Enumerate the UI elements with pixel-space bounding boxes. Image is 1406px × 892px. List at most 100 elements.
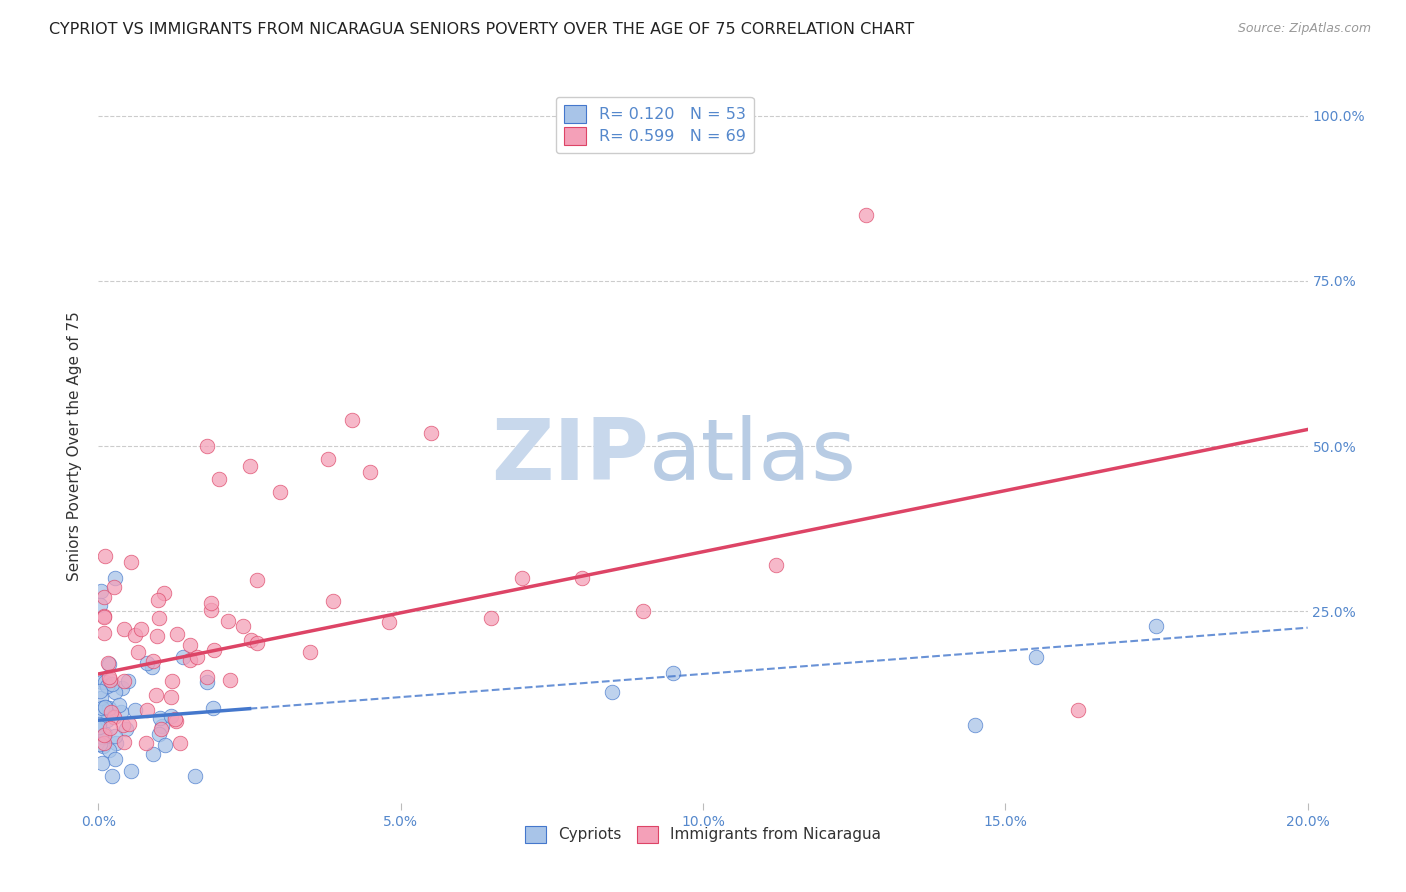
- Point: [104, 752, 127, 766]
- Point: [200, 596, 222, 610]
- Point: [148, 611, 170, 625]
- Point: [195, 675, 218, 690]
- Point: [153, 586, 176, 600]
- Point: [91, 730, 114, 744]
- Point: [322, 594, 344, 608]
- Point: [93, 675, 115, 690]
- Point: [965, 718, 987, 732]
- Point: [104, 737, 127, 751]
- Point: [129, 622, 152, 636]
- Point: [342, 412, 364, 426]
- Point: [97, 657, 120, 671]
- Point: [90, 756, 112, 771]
- Point: [93, 610, 115, 624]
- Point: [160, 690, 183, 704]
- Point: [97, 670, 120, 684]
- Point: [100, 705, 122, 719]
- Point: [93, 591, 115, 605]
- Text: ZIP: ZIP: [491, 415, 648, 499]
- Legend: Cypriots, Immigrants from Nicaragua: Cypriots, Immigrants from Nicaragua: [519, 820, 887, 848]
- Point: [149, 722, 172, 736]
- Point: [104, 730, 127, 744]
- Point: [89, 598, 111, 612]
- Text: Source: ZipAtlas.com: Source: ZipAtlas.com: [1237, 22, 1371, 36]
- Point: [135, 656, 157, 670]
- Point: [765, 558, 787, 572]
- Point: [97, 700, 120, 714]
- Point: [145, 688, 167, 702]
- Point: [141, 660, 163, 674]
- Point: [115, 723, 138, 737]
- Point: [98, 673, 121, 687]
- Point: [94, 699, 117, 714]
- Point: [93, 727, 115, 741]
- Text: CYPRIOT VS IMMIGRANTS FROM NICARAGUA SENIORS POVERTY OVER THE AGE OF 75 CORRELAT: CYPRIOT VS IMMIGRANTS FROM NICARAGUA SEN…: [49, 22, 914, 37]
- Point: [855, 208, 877, 222]
- Point: [246, 636, 269, 650]
- Point: [94, 700, 117, 714]
- Point: [124, 703, 146, 717]
- Point: [120, 555, 142, 569]
- Point: [142, 654, 165, 668]
- Point: [165, 712, 187, 726]
- Point: [195, 439, 218, 453]
- Point: [510, 571, 533, 585]
- Point: [112, 622, 135, 636]
- Point: [117, 674, 139, 689]
- Point: [1144, 619, 1167, 633]
- Point: [148, 592, 170, 607]
- Point: [96, 679, 118, 693]
- Point: [89, 737, 111, 751]
- Point: [145, 629, 167, 643]
- Point: [239, 458, 262, 473]
- Point: [202, 701, 225, 715]
- Point: [93, 626, 115, 640]
- Point: [160, 673, 183, 688]
- Point: [111, 681, 134, 696]
- Point: [142, 747, 165, 762]
- Point: [127, 645, 149, 659]
- Point: [219, 673, 242, 687]
- Point: [96, 713, 118, 727]
- Point: [661, 665, 683, 680]
- Point: [184, 769, 207, 783]
- Point: [150, 719, 173, 733]
- Point: [316, 452, 339, 467]
- Point: [97, 657, 120, 671]
- Point: [93, 736, 115, 750]
- Point: [90, 584, 112, 599]
- Point: [172, 649, 194, 664]
- Point: [631, 604, 654, 618]
- Point: [98, 722, 121, 736]
- Point: [246, 573, 269, 587]
- Point: [217, 614, 239, 628]
- Point: [571, 571, 593, 585]
- Point: [232, 618, 254, 632]
- Point: [298, 645, 321, 659]
- Point: [360, 466, 382, 480]
- Point: [1024, 649, 1046, 664]
- Point: [153, 738, 176, 752]
- Text: atlas: atlas: [648, 415, 856, 499]
- Point: [179, 638, 201, 652]
- Point: [420, 425, 443, 440]
- Point: [202, 642, 225, 657]
- Point: [89, 683, 111, 698]
- Point: [111, 718, 134, 732]
- Point: [112, 673, 135, 688]
- Point: [91, 674, 114, 689]
- Point: [104, 685, 127, 699]
- Point: [135, 736, 157, 750]
- Point: [110, 706, 132, 720]
- Point: [208, 472, 231, 486]
- Point: [98, 743, 121, 757]
- Point: [1067, 703, 1090, 717]
- Point: [89, 720, 111, 734]
- Point: [239, 632, 262, 647]
- Point: [87, 717, 110, 731]
- Point: [103, 580, 125, 594]
- Point: [103, 710, 125, 724]
- Point: [602, 685, 624, 699]
- Point: [91, 739, 114, 753]
- Point: [481, 611, 503, 625]
